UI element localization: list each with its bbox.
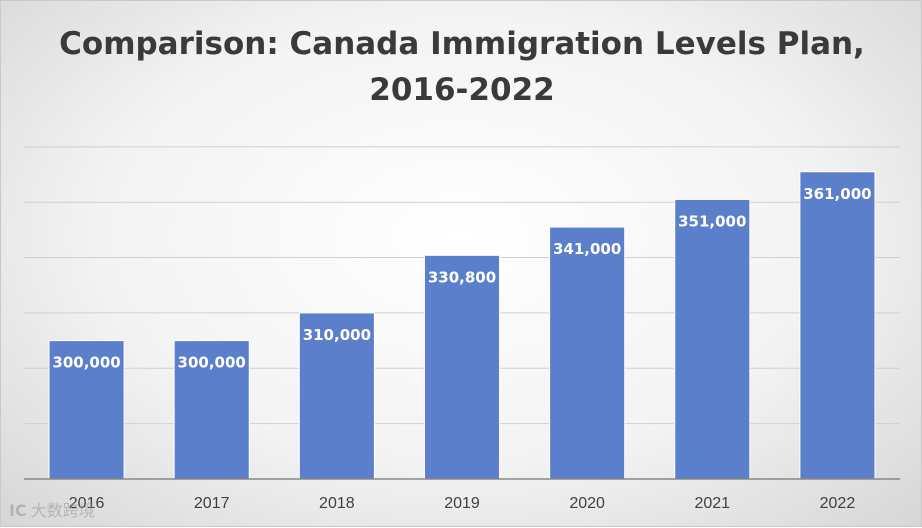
data-label-2022: 361,000 [803, 185, 871, 203]
bar-2018 [298, 312, 375, 480]
watermark-logo-icon: IC [9, 501, 27, 520]
data-labels: 300,000 300,000 310,000 330,800 341,000 351,0… [52, 185, 871, 372]
chart-title: Comparison: Canada Immigration Levels Pl… [1, 21, 922, 113]
data-label-2018: 310,000 [303, 326, 371, 344]
bar-series [48, 171, 876, 480]
data-label-2017: 300,000 [178, 354, 246, 372]
bar-2019 [423, 254, 501, 480]
watermark: IC 大数跨境 [9, 497, 95, 521]
bar-2022 [799, 171, 876, 480]
x-tick-2019: 2019 [444, 495, 480, 512]
watermark-text: 大数跨境 [30, 501, 95, 520]
x-tick-2020: 2020 [569, 495, 605, 512]
x-tick-2017: 2017 [194, 495, 230, 512]
x-axis-ticks: 2016 2017 2018 2019 2020 2021 2022 [69, 495, 856, 512]
bar-2017 [173, 340, 250, 480]
data-label-2020: 341,000 [553, 240, 621, 258]
bar-2020 [549, 226, 626, 480]
x-tick-2018: 2018 [319, 495, 355, 512]
chart-title-line-1: Comparison: Canada Immigration Levels Pl… [59, 26, 865, 62]
x-tick-2021: 2021 [694, 495, 730, 512]
x-tick-2022: 2022 [820, 495, 856, 512]
bar-2021 [674, 198, 751, 480]
data-label-2019: 330,800 [428, 268, 496, 286]
x-tick-2016: 2016 [69, 495, 105, 512]
bar-2016 [48, 340, 125, 480]
data-label-2016: 300,000 [52, 354, 120, 372]
data-label-2021: 351,000 [678, 212, 746, 230]
chart-title-line-2: 2016-2022 [369, 72, 555, 108]
